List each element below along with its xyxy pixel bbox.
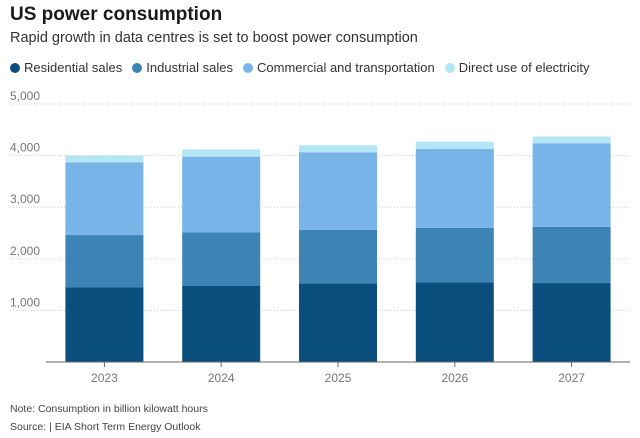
- bar-segment: [299, 229, 377, 284]
- bar-segment: [182, 149, 261, 157]
- legend-label-residential: Residential sales: [24, 60, 123, 75]
- legend-swatch-industrial: [132, 62, 143, 73]
- chart-note: Note: Consumption in billion kilowatt ho…: [10, 403, 208, 415]
- legend-item-industrial: Industrial sales: [132, 60, 233, 75]
- y-tick-label: 4,000: [10, 141, 40, 155]
- bar-segment: [65, 155, 144, 163]
- y-tick-label: 3,000: [10, 192, 40, 206]
- x-tick-label: 2026: [441, 371, 468, 385]
- legend-item-residential: Residential sales: [10, 60, 122, 75]
- chart-title: US power consumption: [10, 4, 223, 25]
- bar-segment: [415, 227, 494, 283]
- bar-segment: [182, 232, 261, 286]
- bar-segment: [532, 226, 611, 284]
- x-tick-label: 2024: [208, 371, 235, 385]
- legend-swatch-direct: [444, 62, 455, 73]
- bar-segment: [415, 141, 494, 149]
- chart-subtitle: Rapid growth in data centres is set to b…: [10, 30, 418, 46]
- legend: Residential sales Industrial sales Comme…: [10, 60, 600, 75]
- bar-segment: [182, 156, 261, 233]
- legend-swatch-commercial: [243, 62, 253, 73]
- y-tick-label: 2,000: [10, 244, 40, 258]
- bar-segment: [65, 235, 144, 288]
- bar-segment: [299, 152, 377, 230]
- bar-segment: [299, 145, 377, 153]
- x-tick-label: 2023: [91, 371, 118, 385]
- bar-segment: [65, 162, 144, 236]
- x-tick-label: 2025: [325, 371, 352, 385]
- y-tick-label: 5,000: [10, 89, 40, 103]
- chart-source: Source: | EIA Short Term Energy Outlook: [10, 421, 201, 433]
- x-axis-ticks: 2023 2024 2025 2026 2027: [91, 362, 585, 385]
- legend-label-commercial: Commercial and transportation: [257, 60, 435, 75]
- bar-segment: [65, 287, 144, 362]
- bar-segment: [532, 143, 611, 227]
- bar-segment: [182, 285, 261, 362]
- legend-label-industrial: Industrial sales: [146, 60, 233, 75]
- bar-segment: [299, 283, 377, 362]
- bar-segment: [415, 148, 494, 228]
- legend-item-commercial: Commercial and transportation: [243, 60, 435, 75]
- bar-segment: [532, 136, 611, 144]
- bar-segment: [532, 283, 611, 362]
- x-tick-label: 2027: [558, 371, 585, 385]
- legend-swatch-residential: [10, 62, 20, 73]
- bar-segment: [415, 282, 494, 362]
- legend-label-direct: Direct use of electricity: [458, 60, 590, 75]
- y-axis-ticks: 1,000 2,000 3,000 4,000 5,000: [10, 89, 40, 309]
- legend-item-direct: Direct use of electricity: [444, 60, 590, 75]
- bars: [65, 136, 611, 362]
- y-tick-label: 1,000: [10, 295, 40, 309]
